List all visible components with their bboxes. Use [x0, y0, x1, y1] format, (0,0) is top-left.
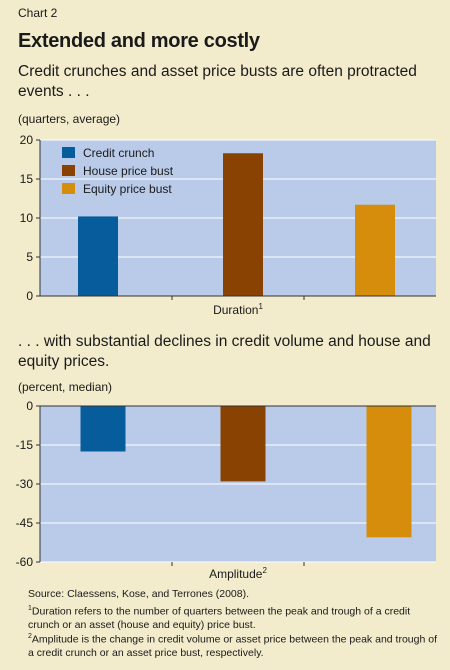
footnote-1: 1Duration refers to the number of quarte…: [28, 602, 438, 632]
legend-swatch: [62, 147, 75, 158]
chart1-unit-label: (quarters, average): [18, 112, 121, 126]
bar-credit-crunch: [78, 216, 118, 296]
chart1-subtitle: Credit crunches and asset price busts ar…: [18, 63, 417, 100]
bar-house-price-bust: [223, 153, 263, 296]
x-axis-label-note: 2: [262, 566, 267, 575]
bar-house-price-bust: [220, 406, 266, 482]
y-tick-label: 5: [26, 250, 33, 264]
chart-title: Extended and more costly: [18, 30, 260, 52]
chart-number: Chart 2: [18, 6, 58, 20]
y-tick-label: 15: [20, 172, 34, 186]
legend-entry: Equity price bust: [83, 182, 172, 196]
x-axis-label: Duration1: [213, 302, 263, 317]
legend-entry: Credit crunch: [83, 146, 154, 160]
y-tick-label: -30: [16, 477, 34, 491]
y-tick-label: 10: [20, 211, 34, 225]
y-tick-label: 20: [20, 133, 34, 147]
x-axis-label: Amplitude2: [209, 566, 267, 581]
source-note: Source: Claessens, Kose, and Terrones (2…: [28, 588, 250, 600]
x-axis-label-text: Amplitude: [209, 567, 263, 581]
x-axis-label-note: 1: [258, 302, 263, 311]
footnote-1-text: Duration refers to the number of quarter…: [28, 605, 411, 631]
footnote-2-mark: 2: [28, 633, 32, 640]
chart2-subtitle: . . . with substantial declines in credi…: [18, 333, 431, 370]
bar-equity-price-bust: [366, 406, 412, 538]
footnote-2-text: Amplitude is the change in credit volume…: [28, 633, 437, 659]
chart2-unit-label: (percent, median): [18, 380, 113, 394]
duration-chart: 0 5 10 15 20 Duration1 Credit crunch House pric…: [20, 133, 436, 317]
y-tick-label: -15: [16, 438, 34, 452]
x-axis-label-text: Duration: [213, 303, 258, 317]
footnote-2: 2Amplitude is the change in credit volum…: [28, 630, 438, 660]
bar-credit-crunch: [80, 406, 126, 452]
bar-equity-price-bust: [355, 204, 395, 296]
legend-swatch: [62, 165, 75, 176]
legend-entry: House price bust: [83, 164, 174, 178]
y-tick-label: 0: [26, 399, 33, 413]
legend-swatch: [62, 183, 75, 194]
y-tick-label: 0: [26, 289, 33, 303]
footnote-1-mark: 1: [28, 605, 32, 612]
amplitude-chart: 0 -15 -30 -45 -60 Amplitude2: [16, 399, 436, 581]
y-tick-label: -45: [16, 516, 34, 530]
y-tick-label: -60: [16, 555, 34, 569]
